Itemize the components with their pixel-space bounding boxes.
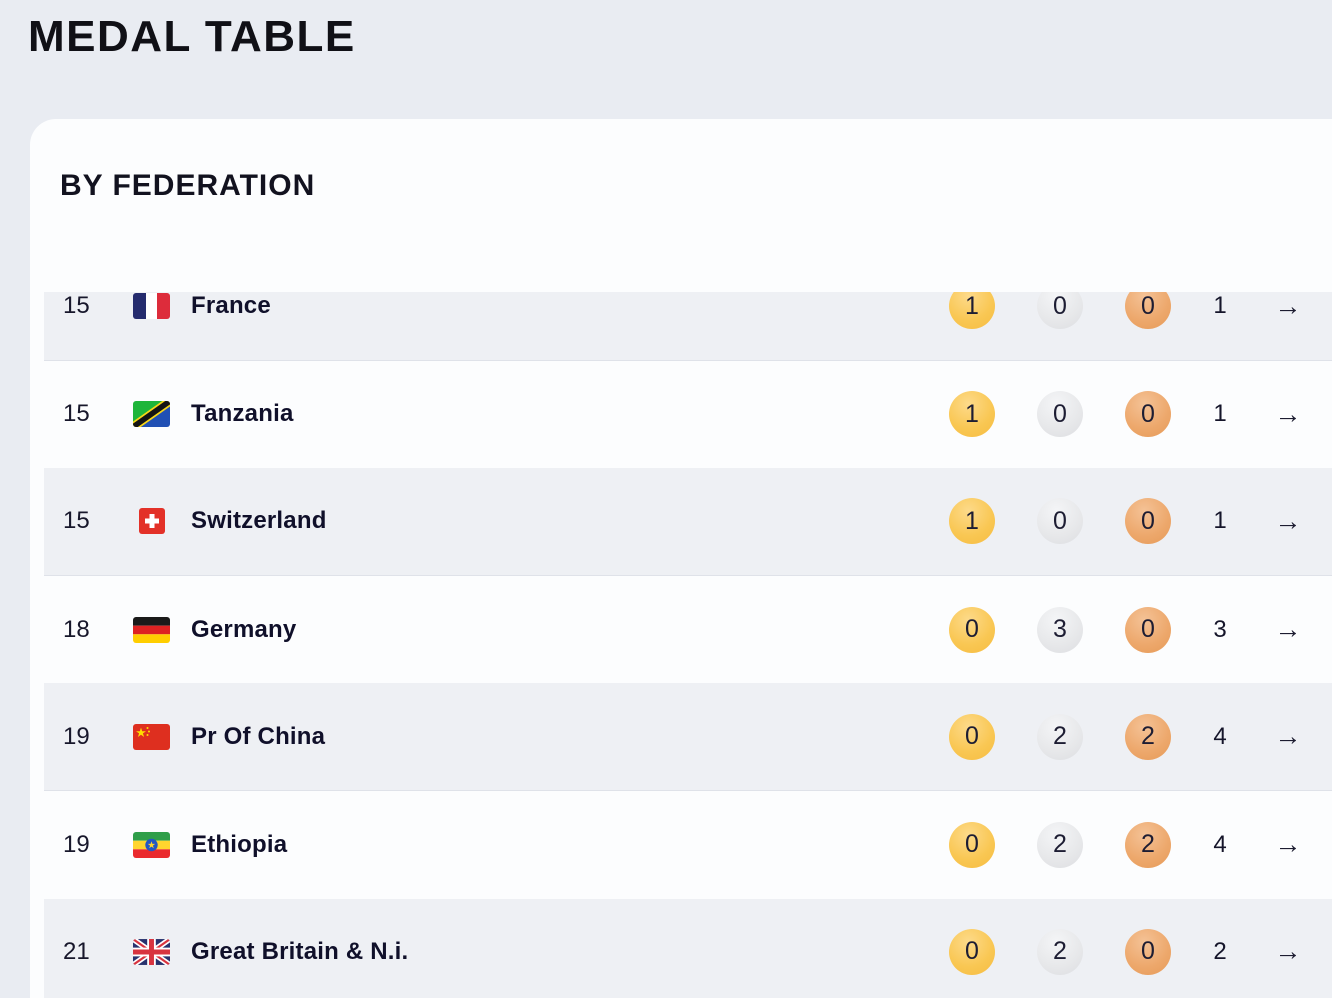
silver-count-badge: 0 xyxy=(1037,292,1083,330)
table-row[interactable]: 18 Germany 0 3 0 3 → xyxy=(44,576,1332,684)
silver-count-badge: 0 xyxy=(1037,498,1083,545)
country-name: Pr Of China xyxy=(191,722,326,750)
bronze-count-badge: 0 xyxy=(1125,928,1171,975)
country-name: Switzerland xyxy=(191,507,327,535)
row-arrow-icon[interactable]: → xyxy=(1274,829,1302,860)
bronze-count-badge: 0 xyxy=(1125,292,1171,330)
rank-cell: 21 xyxy=(63,937,90,965)
total-count: 3 xyxy=(1213,615,1227,643)
gold-count-badge: 1 xyxy=(949,391,995,438)
medal-rows-viewport[interactable]: 15 France 1 0 0 1 → 15 Tanzania 1 0 0 1 … xyxy=(44,292,1332,998)
table-row[interactable]: 15 Tanzania 1 0 0 1 → xyxy=(44,361,1332,469)
row-arrow-icon[interactable]: → xyxy=(1274,936,1302,967)
table-row[interactable]: 15 France 1 0 0 1 → xyxy=(44,292,1332,361)
bronze-count-badge: 0 xyxy=(1125,606,1171,653)
silver-count-badge: 3 xyxy=(1037,606,1083,653)
rank-cell: 18 xyxy=(63,615,90,643)
table-row[interactable]: 15 Switzerland 1 0 0 1 → xyxy=(44,468,1332,576)
country-name: Great Britain & N.i. xyxy=(191,937,409,965)
total-count: 1 xyxy=(1213,400,1227,428)
country-name: Ethiopia xyxy=(191,830,288,858)
rank-cell: 19 xyxy=(63,722,90,750)
bronze-count-badge: 0 xyxy=(1125,498,1171,545)
silver-count-badge: 2 xyxy=(1037,713,1083,760)
gold-count-badge: 0 xyxy=(949,928,995,975)
rank-cell: 15 xyxy=(63,507,90,535)
row-arrow-icon[interactable]: → xyxy=(1274,292,1302,321)
rank-cell: 19 xyxy=(63,830,90,858)
page-title: MEDAL TABLE xyxy=(28,12,356,61)
row-arrow-icon[interactable]: → xyxy=(1274,721,1302,752)
row-arrow-icon[interactable]: → xyxy=(1274,398,1302,429)
silver-count-badge: 2 xyxy=(1037,928,1083,975)
gold-count-badge: 1 xyxy=(949,498,995,545)
table-row[interactable]: 19 Pr Of China 0 2 2 4 → xyxy=(44,683,1332,791)
row-arrow-icon[interactable]: → xyxy=(1274,505,1302,536)
total-count: 2 xyxy=(1213,937,1227,965)
gold-count-badge: 1 xyxy=(949,292,995,330)
total-count: 4 xyxy=(1213,830,1227,858)
card-subtitle: BY FEDERATION xyxy=(60,169,316,202)
gold-count-badge: 0 xyxy=(949,821,995,868)
bronze-count-badge: 2 xyxy=(1125,713,1171,760)
row-arrow-icon[interactable]: → xyxy=(1274,614,1302,645)
total-count: 1 xyxy=(1213,507,1227,535)
country-flag-icon xyxy=(133,938,170,965)
medal-rows: 15 France 1 0 0 1 → 15 Tanzania 1 0 0 1 … xyxy=(44,292,1332,998)
rank-cell: 15 xyxy=(63,400,90,428)
bronze-count-badge: 0 xyxy=(1125,391,1171,438)
country-flag-icon xyxy=(133,401,170,428)
bronze-count-badge: 2 xyxy=(1125,821,1171,868)
table-row[interactable]: 19 Ethiopia 0 2 2 4 → xyxy=(44,791,1332,899)
gold-count-badge: 0 xyxy=(949,713,995,760)
country-flag-icon xyxy=(133,723,170,750)
country-flag-icon xyxy=(133,293,170,320)
rank-cell: 15 xyxy=(63,292,90,320)
total-count: 4 xyxy=(1213,722,1227,750)
gold-count-badge: 0 xyxy=(949,606,995,653)
country-name: France xyxy=(191,292,271,320)
table-row[interactable]: 21 Great Britain & N.i. 0 2 0 2 → xyxy=(44,898,1332,998)
silver-count-badge: 2 xyxy=(1037,821,1083,868)
silver-count-badge: 0 xyxy=(1037,391,1083,438)
country-name: Germany xyxy=(191,615,297,643)
country-flag-icon xyxy=(133,616,170,643)
country-name: Tanzania xyxy=(191,400,294,428)
country-flag-icon xyxy=(133,508,170,535)
total-count: 1 xyxy=(1213,292,1227,320)
country-flag-icon xyxy=(133,831,170,858)
medal-table-card: BY FEDERATION 15 France 1 0 0 1 → 15 Tan… xyxy=(30,119,1332,998)
